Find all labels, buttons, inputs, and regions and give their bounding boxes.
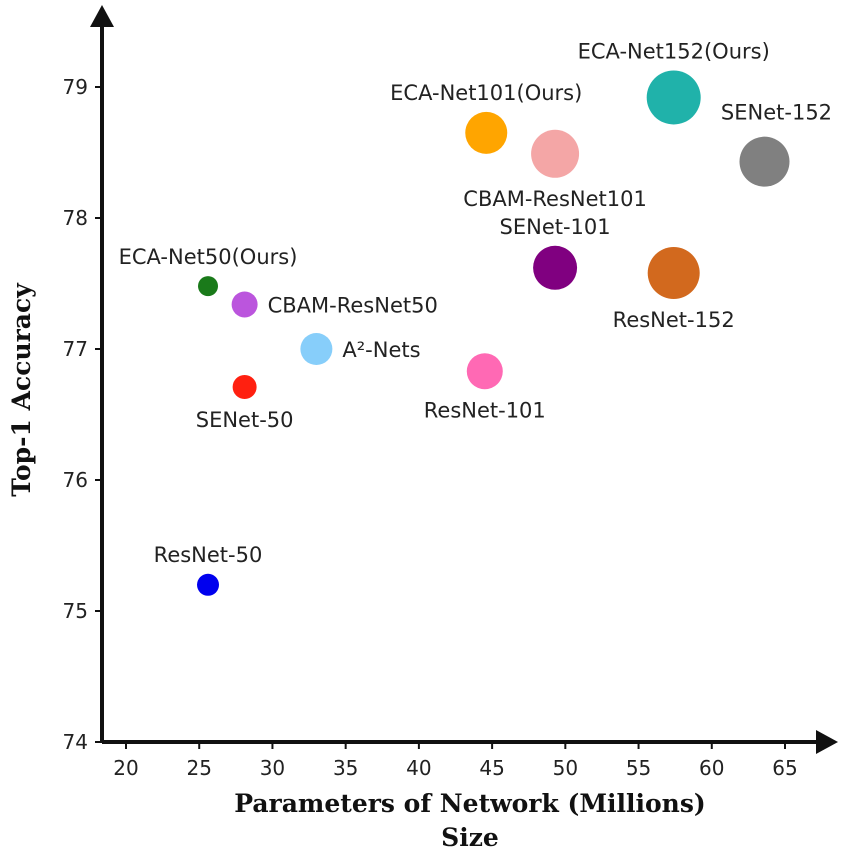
y-tick-label: 76 [63,468,88,492]
data-point [466,353,503,390]
point-label: SENet-101 [500,215,611,239]
data-point [739,136,790,187]
point-label: CBAM-ResNet50 [268,293,438,317]
point-label: CBAM-ResNet101 [463,187,647,211]
y-tick-label: 77 [63,337,88,361]
x-tick-label: 65 [772,756,797,780]
data-point [647,247,700,300]
x-tick-label: 40 [406,756,431,780]
x-axis-title: Parameters of Network (Millions) [234,789,706,818]
point-label: A²-Nets [342,338,420,362]
data-point [465,111,508,154]
data-point [231,291,258,318]
point-label: ResNet-101 [424,398,546,422]
data-point [646,70,701,125]
point-label: SENet-50 [196,408,294,432]
point-label: SENet-152 [721,101,832,125]
axes [90,5,838,754]
x-tick-label: 45 [479,756,504,780]
point-label: ECA-Net152(Ours) [578,39,770,63]
y-tick-label: 78 [63,206,88,230]
y-axis-arrow [90,5,114,27]
data-point [531,129,580,178]
data-point [533,245,578,290]
data-point [197,573,220,596]
x-tick-label: 20 [113,756,138,780]
data-point [232,374,257,399]
data-points [197,70,790,596]
y-tick-label: 75 [63,599,88,623]
x-tick-label: 55 [626,756,651,780]
x-axis-arrow [816,730,838,754]
data-point [198,276,219,297]
data-labels: ECA-Net152(Ours) ECA-Net101(Ours) SENet-15… [119,39,832,566]
y-tick-label: 79 [63,75,88,99]
data-point [300,333,333,365]
x-tick-label: 50 [553,756,578,780]
x-tick-label: 60 [699,756,724,780]
point-label: ECA-Net101(Ours) [390,81,582,105]
ticks: 20 25 30 35 40 45 50 55 60 65 74 75 76 77 78 79 [63,75,798,780]
point-label: ECA-Net50(Ours) [119,245,298,269]
point-label: ResNet-152 [613,308,735,332]
x-tick-label: 25 [186,756,211,780]
x-axis-title-line2: Size [441,823,499,852]
x-tick-label: 30 [260,756,285,780]
point-label: ResNet-50 [154,543,263,567]
x-tick-label: 35 [333,756,358,780]
y-axis-title: Top-1 Accuracy [7,282,36,497]
y-tick-label: 74 [63,730,88,754]
